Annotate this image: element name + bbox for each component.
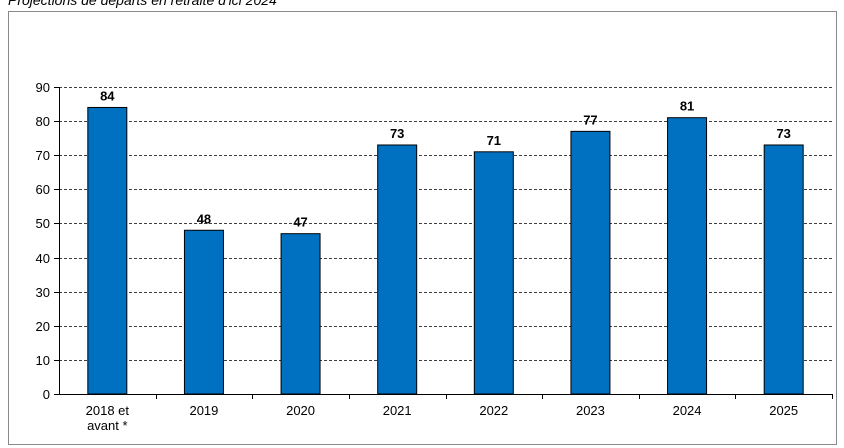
y-tick-label: 50 [36,216,50,231]
data-label: 73 [390,126,404,141]
x-axis: 2018 et avant * 2019 2020 2021 2022 2023 2024 20… [59,394,833,433]
gridlines [59,87,832,361]
y-tick-label: 40 [36,251,50,266]
x-tick-label: 2020 [286,403,315,418]
bar [473,151,514,395]
bar [667,117,708,395]
data-label: 77 [583,112,597,127]
data-label: 71 [487,133,501,148]
bar [280,233,321,395]
y-tick-label: 90 [36,80,50,95]
x-tick-label: 2023 [576,403,605,418]
data-label: 48 [197,211,211,226]
x-tick-label: 2018 et avant * [86,403,130,433]
y-tick-label: 80 [36,114,50,129]
data-label: 73 [776,126,790,141]
data-label: 81 [680,99,694,114]
data-label: 47 [293,215,307,230]
chart-title: Projections de départs en retraite d'ici… [8,0,277,8]
y-axis: 0 10 20 30 40 50 60 70 80 90 [36,80,60,402]
x-tick-label: 2024 [673,403,702,418]
x-tick-label: 2021 [383,403,412,418]
y-tick-label: 20 [36,319,50,334]
bar [763,144,804,395]
y-tick-label: 0 [43,387,50,402]
data-labels: 84 48 47 73 71 77 81 73 [100,88,791,229]
data-label: 84 [100,88,115,103]
x-tick-label: 2019 [189,403,218,418]
y-tick-label: 10 [36,353,50,368]
bar [377,144,418,395]
chart-frame [8,11,837,445]
bar [87,106,128,395]
y-tick-label: 70 [36,148,50,163]
bars [87,106,804,395]
bar [183,229,224,395]
y-tick-label: 30 [36,285,50,300]
y-tick-label: 60 [36,182,50,197]
bar [570,130,611,395]
x-tick-label: 2022 [479,403,508,418]
x-tick-label: 2025 [769,403,798,418]
